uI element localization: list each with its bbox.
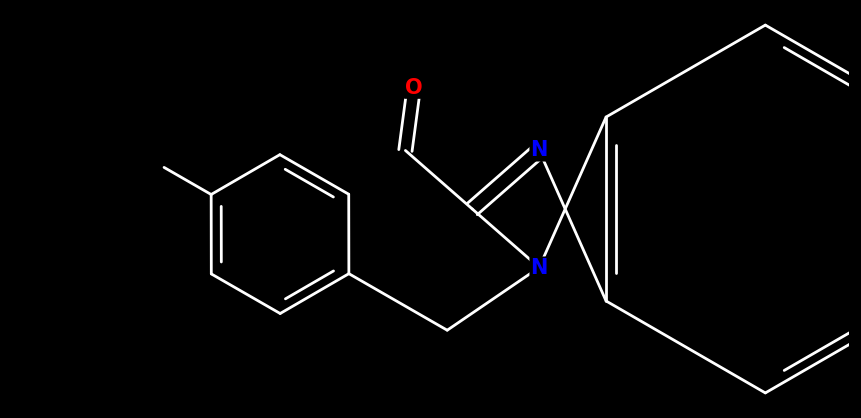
Text: N: N xyxy=(530,257,548,278)
Text: N: N xyxy=(530,140,548,161)
Text: O: O xyxy=(405,78,423,98)
